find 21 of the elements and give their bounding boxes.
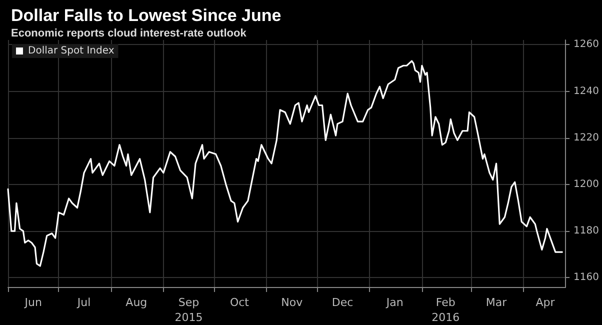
x-tick-label: Feb 2016 xyxy=(432,296,460,324)
y-tick-label: 1240 xyxy=(574,86,600,97)
y-tick-label: 1200 xyxy=(574,178,600,190)
x-tick-label: Aug xyxy=(126,296,148,309)
y-tick-label: 1260 xyxy=(574,39,600,50)
x-tick-label: Jun xyxy=(24,296,42,309)
x-tick-label: Nov xyxy=(281,296,304,309)
legend-label: Dollar Spot Index xyxy=(28,46,114,56)
chart-title: Dollar Falls to Lowest Since June xyxy=(11,6,282,25)
y-tick-label: 1220 xyxy=(574,132,600,144)
x-tick-label: Dec xyxy=(332,296,354,309)
y-tick-label: 1160 xyxy=(574,272,600,284)
line-series xyxy=(7,60,563,267)
x-tick-label: Jul xyxy=(76,296,91,309)
y-tick-label: 1180 xyxy=(574,226,600,237)
chart-subtitle: Economic reports cloud interest-rate outlook xyxy=(11,28,248,40)
x-tick-label: Sep 2015 xyxy=(174,296,203,324)
x-tick-label: Mar xyxy=(486,296,508,309)
x-tick-label: Jan xyxy=(385,296,404,309)
x-tick-label: Oct xyxy=(230,296,250,309)
x-tick-label: Apr xyxy=(536,296,556,309)
